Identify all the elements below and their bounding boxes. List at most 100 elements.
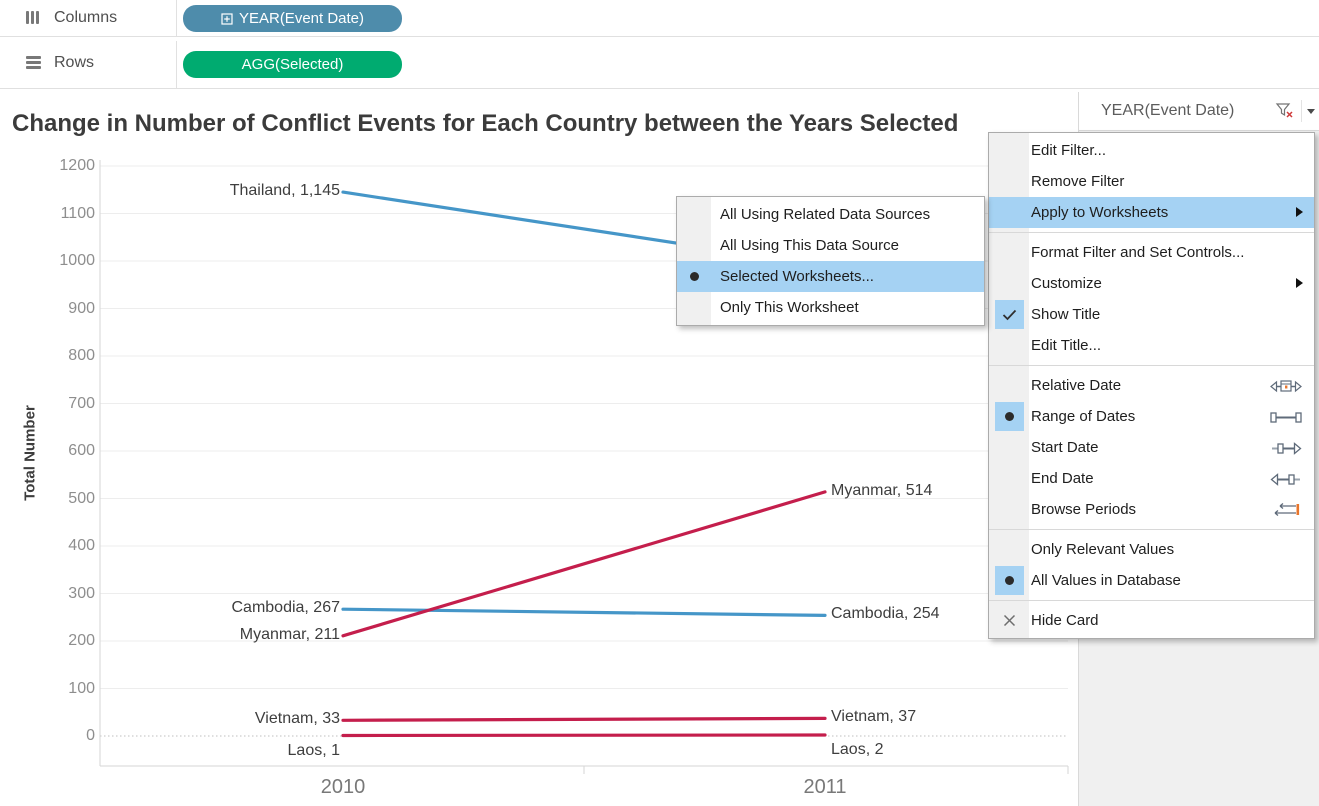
menu-item-label: End Date (1031, 470, 1094, 487)
menu-item-label: Selected Worksheets... (720, 268, 874, 285)
menu-item-label: Only Relevant Values (1031, 541, 1175, 558)
end-date-icon (1268, 469, 1304, 500)
menu-separator (989, 365, 1314, 366)
y-tick-label-1200: 1200 (59, 157, 95, 174)
columns-shelf-label-zone: Columns (0, 0, 177, 36)
expand-hierarchy-icon[interactable] (221, 12, 233, 25)
y-tick-label-1100: 1100 (60, 204, 95, 222)
y-tick-label-800: 800 (68, 347, 95, 364)
menu-item-label: All Using Related Data Sources (720, 206, 931, 223)
menu-item-label: Remove Filter (1031, 173, 1125, 190)
close-icon (989, 605, 1029, 636)
menu-item-customize[interactable]: Customize (989, 268, 1314, 299)
rows-pill-label: AGG(Selected) (241, 56, 344, 73)
filter-card-menu-button[interactable] (1301, 100, 1319, 122)
columns-pill-year-event-date[interactable]: YEAR(Event Date) (183, 5, 402, 32)
y-tick-label-500: 500 (68, 489, 95, 507)
menu-item-end-date[interactable]: End Date (989, 463, 1314, 494)
checkmark-icon (994, 300, 1024, 329)
columns-icon (26, 11, 44, 25)
columns-shelf-label: Columns (54, 9, 118, 26)
menu-item-label: Browse Periods (1031, 501, 1137, 518)
point-label-myanmar-2011: Myanmar, 514 (831, 481, 933, 499)
menu-item-label: All Using This Data Source (720, 237, 899, 254)
point-label-vietnam-2011: Vietnam, 37 (831, 708, 917, 726)
menu-separator (989, 529, 1314, 530)
menu-item-label: Customize (1031, 275, 1102, 292)
x-tick-label-2010: 2010 (320, 776, 366, 798)
relative-date-icon (1268, 376, 1304, 407)
point-label-thailand-2010: Thailand, 1,145 (229, 182, 340, 200)
y-tick-label-700: 700 (68, 394, 95, 412)
apply-to-worksheets-submenu: All Using Related Data Sources All Using … (676, 196, 985, 326)
y-tick-label-600: 600 (68, 442, 95, 459)
submenu-arrow-icon (1296, 278, 1303, 288)
menu-item-format-filter-and-set-controls[interactable]: Format Filter and Set Controls... (989, 237, 1314, 268)
menu-item-label: Edit Title... (1031, 337, 1102, 354)
menu-item-label: Start Date (1031, 439, 1099, 456)
menu-item-label: Apply to Worksheets (1031, 204, 1169, 221)
y-tick-label-900: 900 (68, 299, 95, 317)
line-chart[interactable] (0, 92, 1070, 806)
submenu-arrow-icon (1296, 207, 1303, 217)
filter-context-menu: Edit Filter... Remove Filter Apply to Work… (988, 132, 1315, 639)
y-tick-label-200: 200 (68, 632, 95, 649)
dropdown-caret-icon (1307, 108, 1315, 114)
menu-item-label: All Values in Database (1031, 572, 1181, 589)
rows-shelf-label-zone: Rows (0, 41, 177, 88)
y-tick-label-300: 300 (68, 584, 95, 602)
menu-item-label: Edit Filter... (1031, 142, 1107, 159)
menu-item-relative-date[interactable]: Relative Date (989, 370, 1314, 401)
menu-separator (989, 600, 1314, 601)
menu-item-edit-title[interactable]: Edit Title... (989, 330, 1314, 361)
menu-item-show-title[interactable]: Show Title (989, 299, 1314, 330)
columns-shelf: Columns YEAR(Event Date) (0, 0, 1319, 37)
browse-periods-icon (1268, 500, 1304, 531)
submenu-item-all-using-this-data-source[interactable]: All Using This Data Source (677, 230, 984, 261)
series-line-laos[interactable] (341, 733, 827, 738)
menu-item-all-values-in-database[interactable]: All Values in Database (989, 565, 1314, 596)
menu-item-label: Relative Date (1031, 377, 1122, 394)
y-tick-label-400: 400 (68, 537, 95, 554)
y-tick-label-1000: 1000 (59, 252, 95, 269)
remove-filter-funnel-icon[interactable] (1275, 102, 1295, 120)
start-date-icon (1268, 438, 1304, 469)
menu-item-range-of-dates[interactable]: Range of Dates (989, 401, 1314, 432)
menu-item-apply-to-worksheets[interactable]: Apply to Worksheets (989, 197, 1314, 228)
menu-item-label: Format Filter and Set Controls... (1031, 244, 1245, 261)
menu-item-label: Show Title (1031, 306, 1101, 323)
menu-item-browse-periods[interactable]: Browse Periods (989, 494, 1314, 525)
x-tick-label-2011: 2011 (803, 776, 847, 798)
menu-item-start-date[interactable]: Start Date (989, 432, 1314, 463)
menu-item-edit-filter[interactable]: Edit Filter... (989, 135, 1314, 166)
submenu-item-all-using-related-data-sources[interactable]: All Using Related Data Sources (677, 199, 984, 230)
range-of-dates-icon (1268, 407, 1304, 438)
rows-shelf: Rows AGG(Selected) (0, 41, 1319, 89)
rows-shelf-label: Rows (54, 54, 95, 71)
series-line-myanmar[interactable] (341, 490, 827, 638)
point-label-cambodia-2010: Cambodia, 267 (231, 599, 340, 617)
point-label-cambodia-2011: Cambodia, 254 (831, 605, 940, 623)
menu-item-only-relevant-values[interactable]: Only Relevant Values (989, 534, 1314, 565)
submenu-item-only-this-worksheet[interactable]: Only This Worksheet (677, 292, 984, 323)
menu-separator (989, 232, 1314, 233)
point-label-laos-2010: Laos, 1 (287, 741, 340, 759)
rows-pill-agg-selected[interactable]: AGG(Selected) (183, 51, 402, 78)
sheet-title: Change in Number of Conflict Events for … (12, 110, 959, 137)
filter-card-title: YEAR(Event Date) (1101, 102, 1235, 119)
selected-radio-icon (994, 566, 1024, 595)
selected-radio-icon (677, 262, 711, 291)
menu-item-label: Range of Dates (1031, 408, 1136, 425)
filter-card-header: YEAR(Event Date) (1078, 92, 1319, 131)
point-label-laos-2011: Laos, 2 (831, 741, 884, 759)
menu-item-hide-card[interactable]: Hide Card (989, 605, 1314, 636)
rows-icon (26, 55, 44, 69)
menu-item-label: Only This Worksheet (720, 299, 859, 316)
submenu-item-selected-worksheets[interactable]: Selected Worksheets... (677, 261, 984, 292)
menu-item-label: Hide Card (1031, 612, 1099, 629)
menu-item-remove-filter[interactable]: Remove Filter (989, 166, 1314, 197)
columns-pill-label: YEAR(Event Date) (238, 10, 365, 27)
series-line-vietnam[interactable] (341, 716, 827, 722)
y-tick-label-100: 100 (68, 679, 95, 697)
